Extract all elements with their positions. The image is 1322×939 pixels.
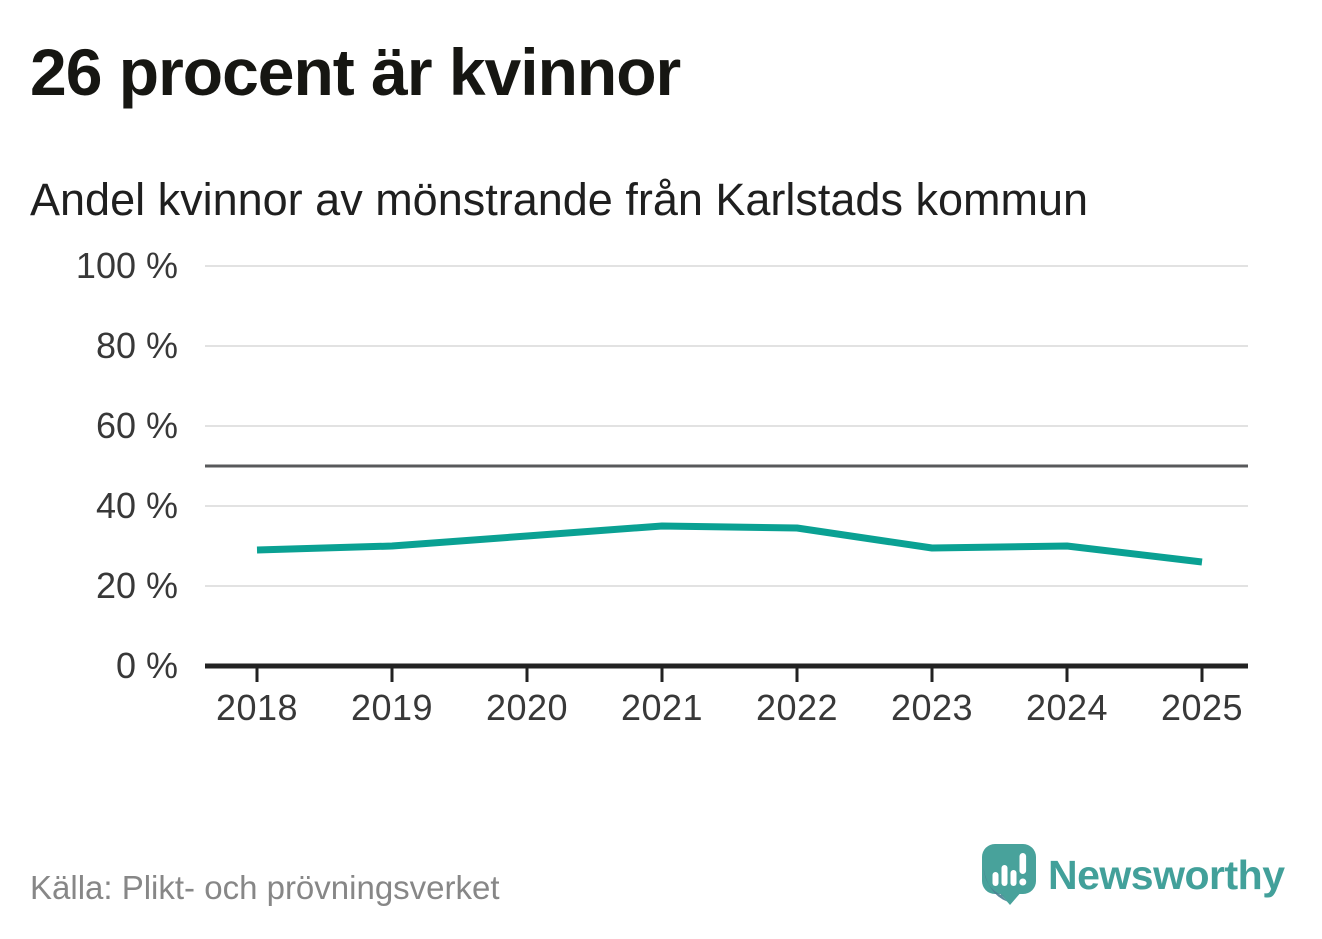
x-axis-label: 2019 (350, 687, 434, 728)
newsworthy-logo: Newsworthy (982, 844, 1285, 906)
y-axis-label: 40 % (95, 485, 178, 526)
x-axis-label: 2024 (1025, 687, 1109, 728)
y-axis-label: 60 % (95, 405, 178, 446)
logo-bubble-shape (982, 844, 1036, 905)
data-line (256, 522, 1203, 566)
x-axis-label: 2018 (215, 687, 299, 728)
y-axis-label: 20 % (95, 565, 178, 606)
x-axis-label: 2023 (890, 687, 974, 728)
brand-name: Newsworthy (1048, 852, 1285, 898)
x-axis-label: 2022 (755, 687, 839, 728)
source-note: Källa: Plikt- och prövningsverket (30, 869, 500, 906)
y-axis-label: 0 % (115, 645, 178, 686)
x-axis-label: 2020 (485, 687, 569, 728)
page-title: 26 procent är kvinnor (30, 35, 681, 109)
x-axis-label: 2021 (620, 687, 704, 728)
chart-subtitle: Andel kvinnor av mönstrande från Karlsta… (30, 174, 1089, 225)
y-axis-label: 100 % (75, 245, 178, 286)
x-axis-label: 2025 (1160, 687, 1244, 728)
newsworthy-bubble-chart-icon (982, 844, 1036, 905)
y-axis-label: 80 % (95, 325, 178, 366)
